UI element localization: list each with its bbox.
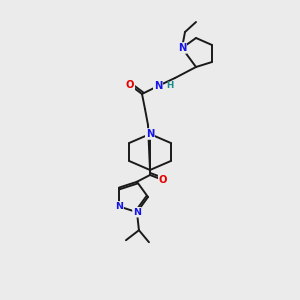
Text: N: N [154,81,162,91]
Text: N: N [146,129,154,139]
Text: O: O [159,175,167,185]
Text: H: H [166,80,173,89]
Text: O: O [126,80,134,90]
Text: N: N [115,202,123,211]
Text: N: N [178,43,186,53]
Text: N: N [133,208,141,217]
